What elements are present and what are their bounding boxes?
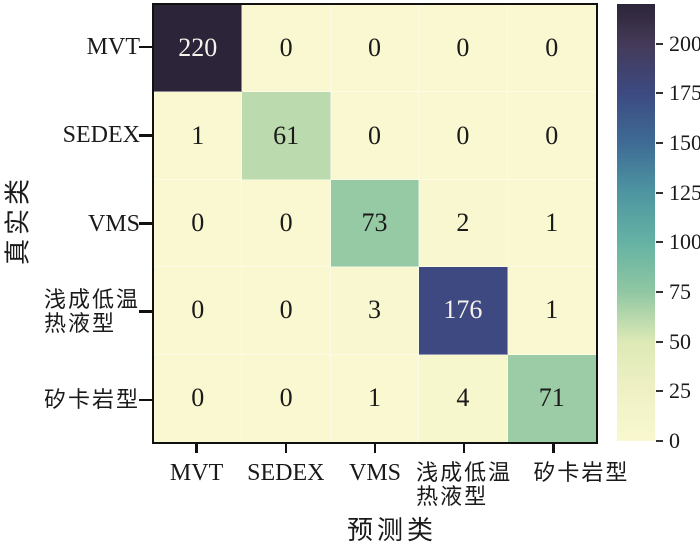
heatmap-cell: 220: [154, 5, 243, 93]
colorbar-tick-mark: [656, 340, 663, 343]
colorbar-gradient: [617, 4, 655, 441]
heatmap-cell: 1: [507, 267, 596, 355]
y-axis-tick-mark: [139, 222, 152, 225]
x-tick-label: 浅成低温 热液型: [416, 460, 513, 509]
colorbar-tick-label: 125: [669, 179, 700, 205]
y-axis-title: 真实类: [3, 174, 33, 266]
colorbar-tick-mark: [656, 142, 663, 145]
y-axis-tick-mark: [139, 134, 152, 137]
heatmap-grid: 220 0 0 0 0 1 61 0 0 0 0 0 73 2 1 0 0 3 176 1 0 0 1 4 71: [152, 3, 598, 444]
y-tick-label: VMS: [87, 210, 140, 237]
y-tick-label: 浅成低温 热液型: [43, 286, 140, 336]
colorbar-tick-label: 200: [669, 30, 700, 56]
colorbar-tick-mark: [656, 191, 663, 194]
colorbar-tick-label: 75: [669, 279, 691, 305]
colorbar-tick-label: 25: [669, 378, 691, 404]
x-axis-tick-mark: [552, 444, 555, 453]
heatmap-cell: 0: [154, 354, 243, 442]
y-axis-tick-mark: [139, 45, 152, 49]
heatmap-cell: 0: [419, 92, 508, 180]
colorbar-tick-mark: [656, 241, 663, 244]
heatmap-cell: 0: [419, 5, 508, 93]
x-axis-tick-mark: [462, 444, 466, 453]
y-tick-label: 矽卡岩型: [43, 386, 140, 412]
heatmap-cell: 61: [242, 92, 331, 180]
x-tick-label: VMS: [348, 460, 402, 486]
heatmap-cell: 71: [507, 354, 596, 442]
y-tick-label: MVT: [86, 34, 140, 61]
colorbar-tick-mark: [656, 92, 663, 95]
colorbar-tick-mark: [656, 390, 663, 393]
colorbar-tick-label: 150: [669, 130, 700, 156]
x-tick-label: SEDEX: [247, 460, 325, 486]
y-tick-label: SEDEX: [62, 122, 140, 149]
heatmap-cell: 1: [154, 92, 243, 180]
x-axis-tick-mark: [284, 444, 288, 453]
heatmap-cell: 3: [330, 267, 420, 355]
heatmap-cell: 0: [242, 267, 331, 355]
heatmap-cell: 0: [242, 354, 331, 442]
colorbar-tick-mark: [656, 291, 663, 294]
colorbar-tick-label: 50: [669, 328, 691, 354]
colorbar-tick-label: 100: [669, 229, 700, 255]
x-axis-tick-mark: [373, 444, 377, 453]
heatmap-cell: 1: [507, 179, 596, 268]
heatmap-cell: 0: [507, 5, 596, 93]
heatmap-cell: 0: [242, 5, 331, 93]
heatmap-cell: 0: [154, 179, 243, 268]
x-tick-label: 矽卡岩型: [533, 460, 630, 485]
colorbar-tick-label: 175: [669, 80, 700, 106]
y-axis-tick-mark: [139, 310, 152, 313]
heatmap-cell: 0: [330, 5, 420, 93]
colorbar-tick-label: 0: [669, 428, 680, 453]
heatmap-cell: 0: [154, 267, 243, 355]
heatmap-cell: 73: [330, 179, 420, 268]
x-tick-label: MVT: [169, 460, 224, 486]
colorbar-tick-mark: [656, 42, 663, 45]
y-axis-tick-mark: [139, 398, 152, 402]
x-axis-tick-mark: [195, 444, 198, 453]
heatmap-cell: 0: [330, 92, 420, 180]
heatmap-cell: 176: [419, 267, 508, 355]
heatmap-cell: 0: [507, 92, 596, 180]
heatmap-cell: 4: [419, 354, 508, 442]
colorbar-tick-mark: [656, 440, 663, 442]
heatmap-cell: 0: [242, 179, 331, 268]
x-axis-title: 预测类: [346, 516, 438, 544]
heatmap-cell: 2: [419, 179, 508, 268]
heatmap-cell: 1: [330, 354, 420, 442]
